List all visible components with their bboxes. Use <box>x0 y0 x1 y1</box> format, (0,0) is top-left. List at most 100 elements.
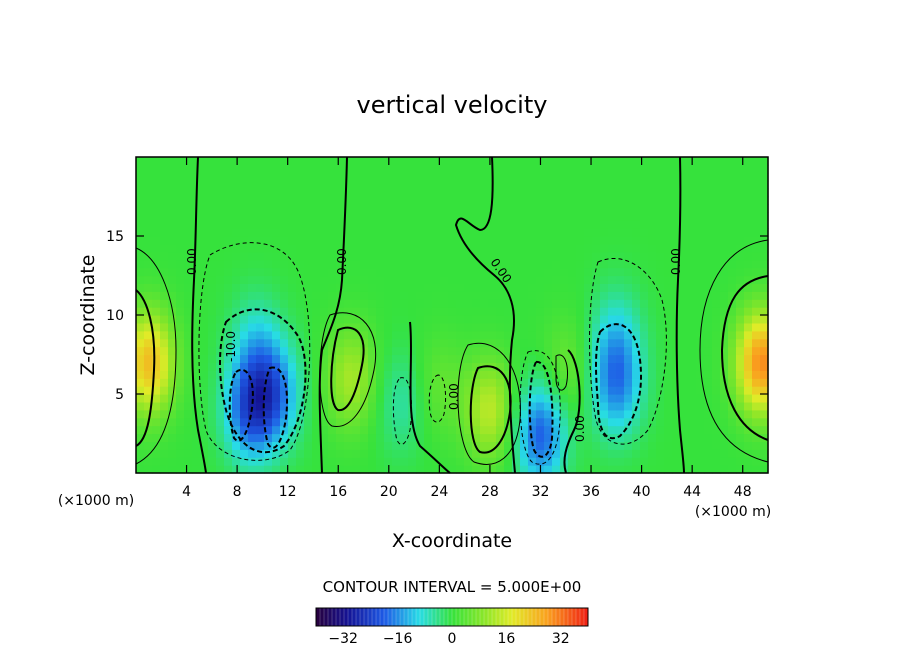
heat-cell <box>696 401 705 411</box>
heat-cell <box>496 441 505 450</box>
heat-cell <box>288 204 297 213</box>
heat-cell <box>240 394 249 403</box>
heat-cell <box>672 417 681 427</box>
heat-cell <box>168 322 177 332</box>
heat-cell <box>144 180 153 190</box>
heat-cell <box>616 196 625 205</box>
heat-cell <box>664 275 673 284</box>
heat-cell <box>368 228 377 237</box>
heat-cell <box>224 157 233 166</box>
heat-cell <box>184 220 193 229</box>
heat-cell <box>384 386 393 395</box>
heat-cell <box>176 378 185 387</box>
heat-cell <box>504 315 513 324</box>
heat-cell <box>616 370 625 379</box>
heat-cell <box>264 449 273 458</box>
heat-cell <box>480 425 489 435</box>
heat-cell <box>160 401 169 411</box>
heat-cell <box>600 354 609 363</box>
heat-cell <box>200 251 209 261</box>
heat-cell <box>408 465 417 474</box>
heat-cell <box>448 204 457 213</box>
heat-cell <box>344 315 353 324</box>
heat-cell <box>600 457 609 466</box>
heat-cell <box>416 330 425 340</box>
heat-cell <box>384 236 393 245</box>
heat-cell <box>472 330 481 340</box>
heat-cell <box>576 433 585 442</box>
heat-cell <box>384 370 393 379</box>
heat-cell <box>584 259 593 269</box>
heat-cell <box>584 362 593 371</box>
heat-cell <box>360 417 369 427</box>
heat-cell <box>760 204 769 213</box>
heat-cell <box>168 425 177 435</box>
heat-cell <box>328 157 337 166</box>
heat-cell <box>608 370 617 379</box>
heat-cell <box>688 441 697 450</box>
heat-cell <box>224 204 233 213</box>
heat-cell <box>584 228 593 237</box>
heat-cell <box>576 322 585 332</box>
heat-cell <box>584 449 593 458</box>
heat-cell <box>624 425 633 435</box>
heat-cell <box>512 291 521 300</box>
heat-cell <box>544 346 553 356</box>
heat-cell <box>456 449 465 458</box>
heat-cell <box>384 172 393 182</box>
heat-cell <box>520 409 529 419</box>
heat-cell <box>344 220 353 229</box>
heat-cell <box>680 338 689 348</box>
heat-cell <box>440 354 449 363</box>
heat-cell <box>736 378 745 387</box>
heat-cell <box>656 299 665 308</box>
heat-cell <box>464 354 473 363</box>
heat-cell <box>520 188 529 198</box>
heat-cell <box>736 425 745 435</box>
heat-cell <box>472 386 481 395</box>
heat-cell <box>600 417 609 427</box>
heat-cell <box>312 346 321 356</box>
heat-cell <box>568 259 577 269</box>
heat-cell <box>640 362 649 371</box>
heat-cell <box>680 220 689 229</box>
heat-cell <box>472 401 481 411</box>
heat-cell <box>520 157 529 166</box>
heat-cell <box>512 362 521 371</box>
heat-cell <box>568 291 577 300</box>
heat-cell <box>336 425 345 435</box>
heat-cell <box>528 180 537 190</box>
heat-cell <box>696 299 705 308</box>
heat-cell <box>376 180 385 190</box>
heat-cell <box>440 394 449 403</box>
heat-cell <box>216 322 225 332</box>
heat-cell <box>216 164 225 174</box>
heat-cell <box>528 212 537 221</box>
heat-cell <box>640 172 649 182</box>
heat-cell <box>328 267 337 277</box>
heat-cell <box>464 212 473 221</box>
heat-cell <box>376 275 385 284</box>
heat-cell <box>744 204 753 213</box>
heat-cell <box>608 283 617 292</box>
heat-cell <box>312 465 321 474</box>
heat-cell <box>248 291 257 300</box>
heat-cell <box>416 267 425 277</box>
heat-cell <box>376 370 385 379</box>
heat-cell <box>176 409 185 419</box>
heat-cell <box>168 417 177 427</box>
heat-cell <box>736 220 745 229</box>
heat-cell <box>736 386 745 395</box>
heat-cell <box>688 378 697 387</box>
heat-cell <box>176 243 185 253</box>
heat-cell <box>272 378 281 387</box>
heat-cell <box>640 441 649 450</box>
heat-cell <box>456 409 465 419</box>
heat-cell <box>320 228 329 237</box>
heat-cell <box>384 354 393 363</box>
heat-cell <box>640 236 649 245</box>
heat-cell <box>464 251 473 261</box>
heat-cell <box>344 394 353 403</box>
heat-cell <box>632 346 641 356</box>
heat-cell <box>336 299 345 308</box>
